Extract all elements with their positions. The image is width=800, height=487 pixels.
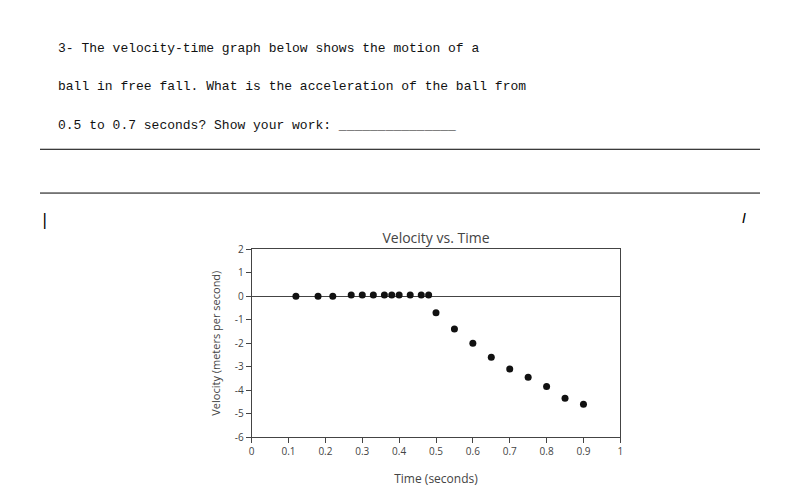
svg-text:0.8: 0.8: [540, 444, 554, 458]
svg-text:1: 1: [238, 265, 244, 279]
svg-text:Time (seconds): Time (seconds): [394, 470, 478, 487]
svg-text:-2: -2: [235, 336, 244, 350]
svg-text:0.9: 0.9: [576, 444, 590, 458]
svg-text:0.2: 0.2: [318, 444, 332, 458]
svg-text:Velocity vs. Time: Velocity vs. Time: [382, 228, 489, 247]
svg-text:0.6: 0.6: [466, 444, 480, 458]
svg-text:2: 2: [238, 242, 244, 256]
svg-text:0.5 to 0.7 seconds? Show your: 0.5 to 0.7 seconds? Show your work: ____…: [58, 118, 456, 133]
svg-text:-1: -1: [235, 312, 244, 326]
svg-text:1: 1: [617, 444, 623, 458]
svg-text:Velocity (meters per second): Velocity (meters per second): [208, 271, 223, 416]
svg-text:0: 0: [249, 444, 255, 458]
svg-text:-3: -3: [235, 359, 244, 373]
svg-text:0.5: 0.5: [429, 444, 443, 458]
svg-text:-4: -4: [235, 383, 244, 397]
svg-text:|: |: [42, 210, 47, 229]
svg-text:0.3: 0.3: [355, 444, 369, 458]
svg-text:0.1: 0.1: [282, 444, 296, 458]
svg-text:0: 0: [238, 289, 244, 303]
svg-text:0.7: 0.7: [503, 444, 517, 458]
svg-text:I: I: [742, 210, 746, 226]
svg-text:-5: -5: [235, 406, 244, 420]
svg-text:-6: -6: [235, 430, 244, 444]
svg-text:3- The velocity-time graph bel: 3- The velocity-time graph below shows t…: [58, 41, 479, 56]
svg-text:0.4: 0.4: [392, 444, 406, 458]
svg-text:ball in free fall. What is the: ball in free fall. What is the accelerat…: [58, 79, 526, 94]
